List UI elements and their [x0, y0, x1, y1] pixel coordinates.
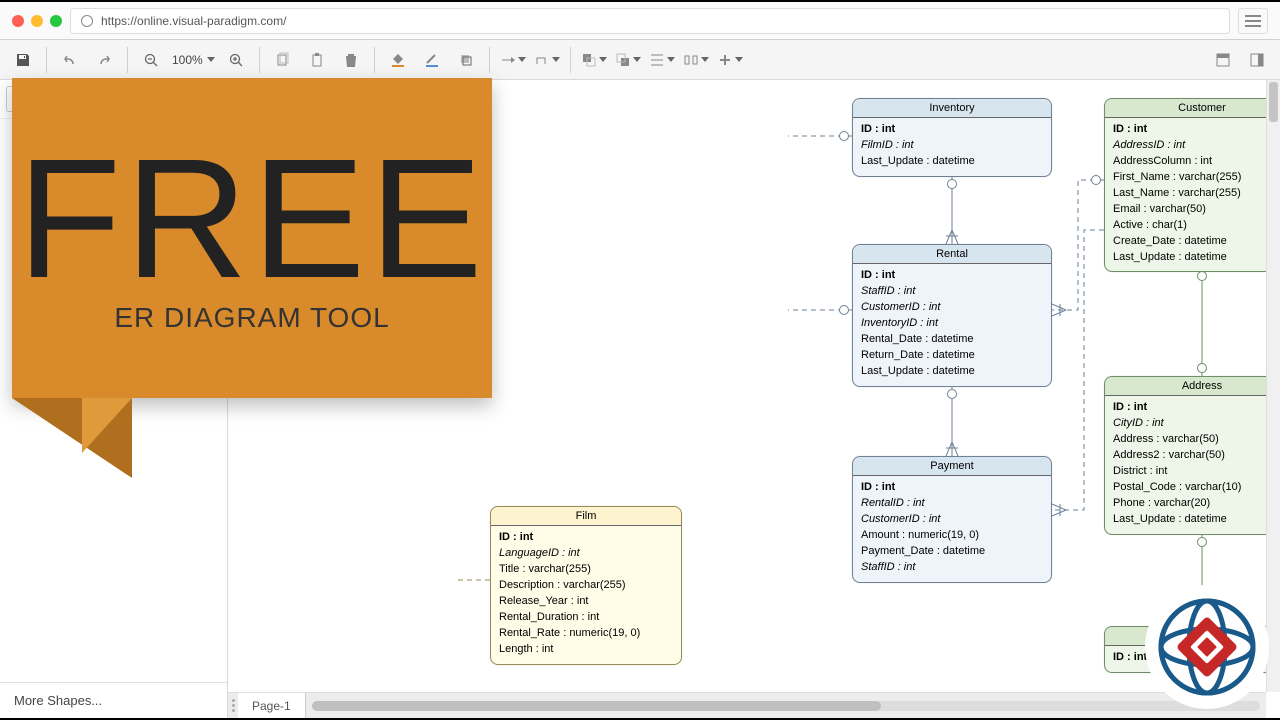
undo-button[interactable] — [55, 45, 85, 75]
entity-attribute: Last_Update : datetime — [861, 154, 1043, 170]
entity-payment[interactable]: PaymentID : intRentalID : intCustomerID … — [852, 456, 1052, 583]
entity-rental[interactable]: RentalID : intStaffID : intCustomerID : … — [852, 244, 1052, 387]
entity-attribute: District : int — [1113, 464, 1280, 480]
entity-title: Payment — [853, 457, 1051, 476]
entity-attribute: Rental_Duration : int — [499, 610, 673, 626]
more-shapes-button[interactable]: More Shapes... — [0, 682, 227, 718]
page-tab[interactable]: Page-1 — [238, 693, 306, 719]
redo-button[interactable] — [89, 45, 119, 75]
entity-attribute: ID : int — [1113, 400, 1280, 416]
entity-customer[interactable]: CustomerID : intAddressID : intAddressCo… — [1104, 98, 1280, 272]
line-color-button[interactable] — [417, 45, 447, 75]
entity-title: Rental — [853, 245, 1051, 264]
maximize-dot[interactable] — [50, 15, 62, 27]
entity-body: ID : intCityID : intAddress : varchar(50… — [1105, 396, 1280, 534]
entity-attribute: StaffID : int — [861, 560, 1043, 576]
entity-attribute: Length : int — [499, 642, 673, 658]
entity-attribute: Postal_Code : varchar(10) — [1113, 480, 1280, 496]
entity-title: Customer — [1105, 99, 1280, 118]
page-tabs-bar: Page-1 — [228, 692, 1266, 718]
shadow-button[interactable] — [451, 45, 481, 75]
to-back-button[interactable] — [613, 45, 643, 75]
entity-attribute: Last_Update : datetime — [861, 364, 1043, 380]
entity-attribute: Return_Date : datetime — [861, 348, 1043, 364]
entity-attribute: Payment_Date : datetime — [861, 544, 1043, 560]
drag-handle-icon[interactable] — [228, 699, 238, 712]
entity-title: Address — [1105, 377, 1280, 396]
browser-bar: https://online.visual-paradigm.com/ — [0, 2, 1280, 40]
copy-button[interactable] — [268, 45, 298, 75]
toolbar: 100% — [0, 40, 1280, 80]
entity-attribute: Last_Update : datetime — [1113, 512, 1280, 528]
add-button[interactable] — [715, 45, 745, 75]
entity-attribute: Address : varchar(50) — [1113, 432, 1280, 448]
entity-attribute: CustomerID : int — [861, 300, 1043, 316]
entity-attribute: Last_Name : varchar(255) — [1113, 186, 1280, 202]
format-panel-button[interactable] — [1208, 45, 1238, 75]
align-button[interactable] — [647, 45, 677, 75]
globe-icon — [81, 15, 93, 27]
entity-attribute: Address2 : varchar(50) — [1113, 448, 1280, 464]
entity-body: ID : intFilmID : intLast_Update : dateti… — [853, 118, 1051, 176]
entity-attribute: First_Name : varchar(255) — [1113, 170, 1280, 186]
horizontal-scrollbar[interactable] — [312, 701, 1260, 711]
entity-attribute: InventoryID : int — [861, 316, 1043, 332]
zoom-in-button[interactable] — [221, 45, 251, 75]
window-controls — [12, 15, 62, 27]
delete-button[interactable] — [336, 45, 366, 75]
entity-attribute: CityID : int — [1113, 416, 1280, 432]
entity-body: ID : intAddressID : intAddressColumn : i… — [1105, 118, 1280, 271]
entity-attribute: ID : int — [861, 122, 1043, 138]
entity-attribute: Last_Update : datetime — [1113, 250, 1280, 266]
connection-style-button[interactable] — [498, 45, 528, 75]
entity-attribute: Release_Year : int — [499, 594, 673, 610]
entity-attribute: Email : varchar(50) — [1113, 202, 1280, 218]
to-front-button[interactable] — [579, 45, 609, 75]
entity-title: Inventory — [853, 99, 1051, 118]
entity-attribute: Title : varchar(255) — [499, 562, 673, 578]
entity-body: ID : intLanguageID : intTitle : varchar(… — [491, 526, 681, 664]
outline-panel-button[interactable] — [1242, 45, 1272, 75]
entity-attribute: Phone : varchar(20) — [1113, 496, 1280, 512]
entity-attribute: FilmID : int — [861, 138, 1043, 154]
close-dot[interactable] — [12, 15, 24, 27]
entity-inventory[interactable]: InventoryID : intFilmID : intLast_Update… — [852, 98, 1052, 177]
entity-attribute: StaffID : int — [861, 284, 1043, 300]
entity-attribute: Rental_Date : datetime — [861, 332, 1043, 348]
entity-attribute: LanguageID : int — [499, 546, 673, 562]
entity-body: ID : intRentalID : intCustomerID : intAm… — [853, 476, 1051, 582]
url-text: https://online.visual-paradigm.com/ — [101, 14, 286, 28]
waypoint-button[interactable] — [532, 45, 562, 75]
entity-attribute: Description : varchar(255) — [499, 578, 673, 594]
save-button[interactable] — [8, 45, 38, 75]
entity-film[interactable]: FilmID : intLanguageID : intTitle : varc… — [490, 506, 682, 665]
entity-attribute: Create_Date : datetime — [1113, 234, 1280, 250]
entity-attribute: CustomerID : int — [861, 512, 1043, 528]
entity-attribute: AddressID : int — [1113, 138, 1280, 154]
fill-color-button[interactable] — [383, 45, 413, 75]
entity-attribute: Active : char(1) — [1113, 218, 1280, 234]
banner-subtitle: ER DIAGRAM TOOL — [114, 302, 389, 334]
promo-banner: FREE ER DIAGRAM TOOL — [12, 78, 492, 458]
zoom-value[interactable]: 100% — [170, 53, 217, 67]
url-bar[interactable]: https://online.visual-paradigm.com/ — [70, 8, 1230, 34]
zoom-out-button[interactable] — [136, 45, 166, 75]
entity-attribute: RentalID : int — [861, 496, 1043, 512]
entity-attribute: ID : int — [861, 480, 1043, 496]
distribute-button[interactable] — [681, 45, 711, 75]
entity-attribute: ID : int — [1113, 122, 1280, 138]
minimize-dot[interactable] — [31, 15, 43, 27]
entity-address[interactable]: AddressID : intCityID : intAddress : var… — [1104, 376, 1280, 535]
banner-title: FREE — [17, 143, 486, 296]
entity-body: ID : intStaffID : intCustomerID : intInv… — [853, 264, 1051, 386]
entity-title: Film — [491, 507, 681, 526]
paste-button[interactable] — [302, 45, 332, 75]
brand-logo-icon — [1142, 582, 1272, 712]
entity-attribute: ID : int — [499, 530, 673, 546]
entity-attribute: AddressColumn : int — [1113, 154, 1280, 170]
entity-attribute: Rental_Rate : numeric(19, 0) — [499, 626, 673, 642]
entity-attribute: ID : int — [861, 268, 1043, 284]
entity-attribute: Amount : numeric(19, 0) — [861, 528, 1043, 544]
hamburger-menu[interactable] — [1238, 8, 1268, 34]
